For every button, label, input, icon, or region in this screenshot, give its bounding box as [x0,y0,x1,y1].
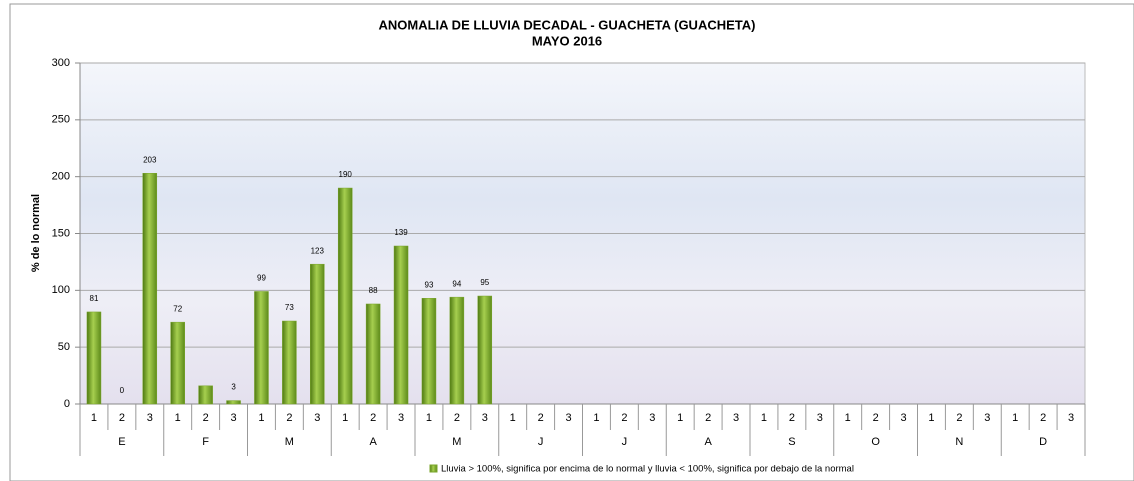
y-axis-label: % de lo normal [30,194,42,272]
y-tick-label: 0 [64,398,70,410]
data-label: 123 [311,246,325,255]
x-tick-label: 2 [286,412,292,424]
x-tick-label: 2 [705,412,711,424]
bar [226,400,241,405]
x-tick-label: 3 [900,412,906,424]
group-label: M [285,436,294,448]
x-tick-label: 1 [677,412,683,424]
x-tick-label: 2 [454,412,460,424]
y-tick-label: 150 [52,227,70,239]
x-tick-label: 3 [733,412,739,424]
x-tick-label: 1 [175,412,181,424]
bar [86,311,102,405]
chart-subtitle: MAYO 2016 [532,33,602,48]
bar [254,291,269,405]
group-label: A [369,436,377,448]
group-label: J [538,436,544,448]
y-tick-label: 50 [58,341,70,353]
x-tick-label: 1 [593,412,599,424]
bar [170,321,185,405]
bar [310,263,325,405]
x-tick-label: 2 [370,412,376,424]
chart-title: ANOMALIA DE LLUVIA DECADAL - GUACHETA (G… [379,17,756,32]
data-label: 94 [452,279,461,288]
group-label: D [1039,436,1047,448]
x-tick-label: 2 [1040,412,1046,424]
x-tick-label: 1 [510,412,516,424]
x-tick-label: 3 [565,412,571,424]
legend-swatch [429,464,438,473]
x-tick-label: 2 [119,412,125,424]
data-label: 81 [90,294,99,303]
chart-frame [9,3,1134,481]
group-label: A [704,436,712,448]
x-tick-label: 2 [621,412,627,424]
x-tick-label: 3 [230,412,236,424]
data-label: 88 [369,286,378,295]
group-label: F [202,436,209,448]
group-label: E [118,436,125,448]
data-label: 72 [173,304,182,313]
y-tick-label: 250 [52,114,70,126]
bar [477,295,493,405]
x-tick-label: 3 [984,412,990,424]
group-label: S [788,436,795,448]
group-label: N [955,436,963,448]
data-label: 190 [339,170,353,179]
x-tick-label: 3 [482,412,488,424]
y-tick-label: 300 [52,57,70,69]
bar [282,320,297,405]
x-tick-label: 1 [91,412,97,424]
bar [449,296,465,405]
bar [365,303,381,405]
bar [393,245,409,405]
bar [142,173,158,405]
data-label: 93 [425,280,434,289]
x-tick-label: 3 [314,412,320,424]
data-label: 73 [285,303,294,312]
bar [198,385,213,405]
x-tick-label: 1 [342,412,348,424]
x-tick-label: 1 [426,412,432,424]
x-tick-label: 3 [1068,412,1074,424]
x-tick-label: 3 [147,412,153,424]
x-tick-label: 3 [817,412,823,424]
data-label: 95 [480,278,489,287]
data-label: 139 [394,228,408,237]
x-tick-label: 1 [1012,412,1018,424]
x-tick-label: 1 [258,412,264,424]
x-tick-label: 2 [538,412,544,424]
data-label: 0 [120,386,125,395]
legend-label: Lluvia > 100%, significa por encima de l… [441,464,854,475]
x-tick-label: 2 [956,412,962,424]
x-tick-label: 3 [649,412,655,424]
bar [337,187,353,405]
y-tick-label: 100 [52,284,70,296]
data-label: 99 [257,274,266,283]
bar [421,298,437,405]
x-tick-label: 3 [398,412,404,424]
x-tick-label: 2 [789,412,795,424]
x-tick-label: 1 [928,412,934,424]
x-tick-label: 2 [873,412,879,424]
x-tick-label: 1 [845,412,851,424]
data-label: 3 [231,383,236,392]
y-tick-label: 200 [52,171,70,183]
data-label: 203 [143,155,157,164]
x-tick-label: 1 [761,412,767,424]
group-label: J [622,436,628,448]
group-label: O [871,436,880,448]
group-label: M [452,436,461,448]
x-tick-label: 2 [203,412,209,424]
